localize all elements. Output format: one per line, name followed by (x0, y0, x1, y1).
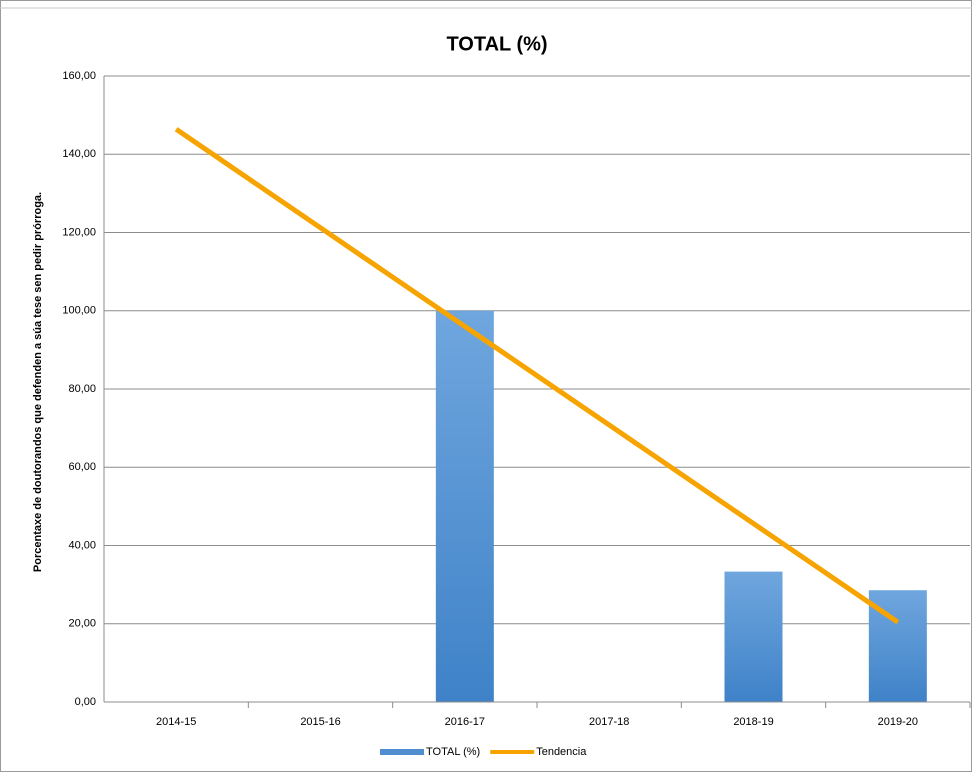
bar (435, 310, 494, 702)
chart-title: TOTAL (%) (446, 33, 547, 55)
x-tick-label: 2014-15 (156, 716, 196, 728)
y-tick-label: 60,00 (68, 461, 96, 473)
x-tick-label: 2017-18 (589, 716, 629, 728)
legend-label: TOTAL (%) (426, 746, 480, 758)
y-axis-label: Porcentaxe de doutorandos que defenden a… (32, 192, 44, 572)
legend-swatch (380, 749, 424, 755)
x-tick-label: 2016-17 (445, 716, 485, 728)
bar (724, 571, 783, 702)
y-tick-label: 40,00 (68, 539, 96, 551)
y-tick-label: 0,00 (75, 696, 96, 708)
y-tick-label: 120,00 (62, 226, 96, 238)
trend-line (174, 127, 900, 625)
legend-label: Tendencia (536, 746, 587, 758)
x-tick-label: 2015-16 (300, 716, 340, 728)
x-tick-label: 2018-19 (733, 716, 773, 728)
x-tick-label: 2019-20 (878, 716, 918, 728)
y-tick-label: 80,00 (68, 383, 96, 395)
y-tick-label: 100,00 (62, 305, 96, 317)
y-tick-label: 140,00 (62, 148, 96, 160)
y-tick-label: 160,00 (62, 70, 96, 82)
y-tick-label: 20,00 (68, 618, 96, 630)
